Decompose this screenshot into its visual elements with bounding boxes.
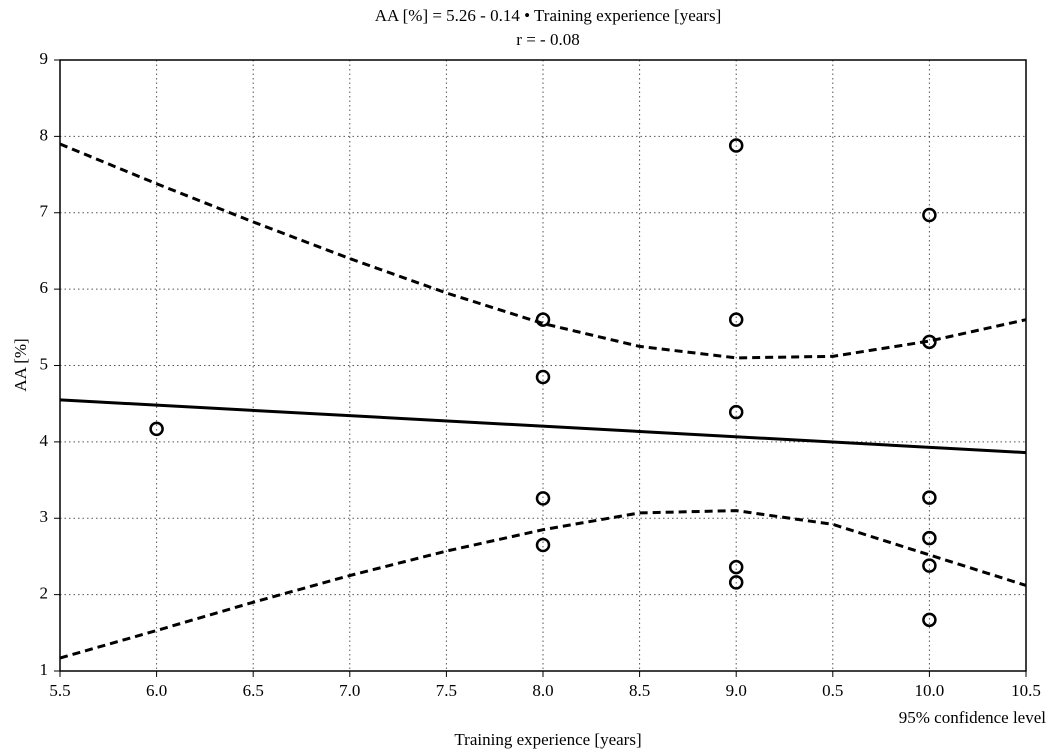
chart-title: AA [%] = 5.26 - 0.14 • Training experien… — [375, 6, 721, 25]
y-tick-label: 8 — [40, 125, 49, 144]
x-tick-label: 10.0 — [915, 681, 945, 700]
y-tick-label: 9 — [40, 49, 49, 68]
x-tick-label: 7.0 — [339, 681, 360, 700]
data-point — [535, 491, 551, 506]
data-point — [535, 537, 551, 553]
chart-subtitle: r = - 0.08 — [516, 30, 579, 49]
y-tick-label: 3 — [40, 507, 49, 526]
data-point — [922, 490, 937, 505]
x-tick-label: 5.5 — [49, 681, 70, 700]
y-tick-label: 6 — [40, 278, 49, 297]
data-point — [535, 312, 551, 327]
data-point — [728, 312, 744, 327]
data-point — [922, 207, 937, 223]
x-axis-label: Training experience [years] — [454, 730, 641, 749]
y-tick-label: 1 — [40, 660, 49, 679]
data-point — [728, 404, 744, 420]
data-point — [922, 612, 937, 628]
x-tick-label: 6.5 — [243, 681, 264, 700]
x-tick-label: 8.0 — [532, 681, 553, 700]
confidence-band — [59, 509, 1027, 660]
y-tick-label: 5 — [40, 354, 49, 373]
data-point — [728, 575, 744, 590]
y-tick-label: 4 — [40, 431, 49, 450]
data-point — [728, 138, 744, 153]
regression-line — [59, 398, 1027, 455]
data-point — [535, 369, 551, 385]
y-tick-label: 7 — [40, 202, 49, 221]
x-tick-label: 7.5 — [436, 681, 457, 700]
x-tick-label: 9.0 — [726, 681, 747, 700]
y-axis-label: AA [%] — [11, 338, 30, 391]
annotation: 95% confidence level — [899, 708, 1047, 727]
x-tick-label: 10.5 — [1011, 681, 1041, 700]
data-point — [922, 558, 937, 573]
plot-frame — [59, 59, 1027, 672]
x-tick-label: 0.5 — [822, 681, 843, 700]
x-tick-label: 6.0 — [146, 681, 167, 700]
data-point — [922, 530, 937, 546]
confidence-band — [59, 142, 1027, 360]
data-point — [149, 421, 164, 437]
y-tick-label: 2 — [40, 584, 49, 603]
data-point — [728, 559, 744, 575]
x-tick-label: 8.5 — [629, 681, 650, 700]
